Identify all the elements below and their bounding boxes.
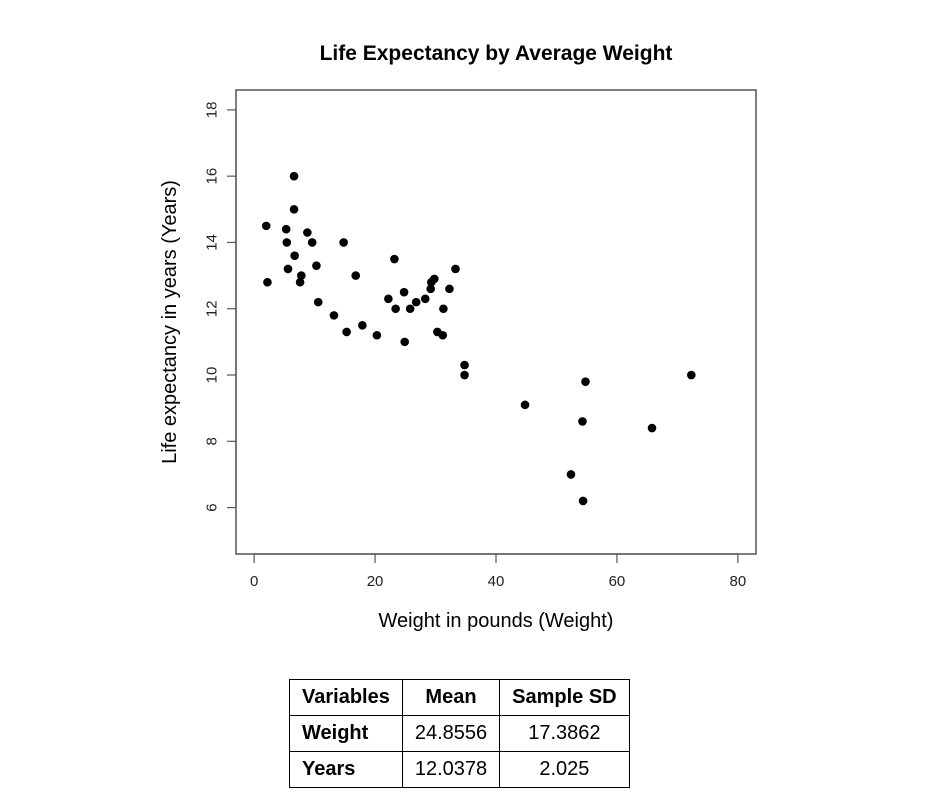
data-point (312, 261, 321, 270)
y-tick-label: 14 (204, 234, 221, 251)
data-point (289, 171, 299, 181)
table-row: Weight 24.8556 17.3862 (289, 715, 630, 752)
data-point (303, 228, 312, 237)
x-tick-label: 80 (730, 573, 747, 590)
table-row: Years 12.0378 2.025 (289, 751, 630, 788)
data-point (420, 294, 430, 304)
x-tick-label: 20 (367, 573, 384, 590)
data-point (358, 321, 367, 330)
data-point (289, 205, 299, 214)
header-sample-sd: Sample SD (499, 679, 630, 716)
data-point (581, 377, 590, 386)
x-axis: 0 20 40 60 80 (250, 553, 747, 590)
data-point (460, 360, 469, 370)
y-tick-label: 16 (204, 168, 221, 185)
mean-value: 12.0378 (401, 751, 501, 788)
data-point (411, 297, 421, 307)
data-point (405, 304, 415, 314)
data-point (313, 297, 323, 307)
y-tick-label: 6 (204, 503, 221, 511)
data-point (400, 337, 409, 347)
data-point (578, 496, 588, 506)
data-point (578, 417, 587, 426)
variable-name: Weight (289, 715, 403, 752)
data-point (384, 294, 393, 304)
data-point (430, 274, 439, 284)
scatter-chart: Life Expectancy by Average Weight 0 20 40 6… (159, 42, 757, 632)
data-point (399, 287, 409, 297)
y-tick-label: 12 (204, 300, 221, 317)
x-axis-label: Weight in pounds (Weight) (379, 610, 614, 632)
x-tick-label: 40 (488, 573, 505, 590)
y-tick-label: 18 (204, 102, 221, 119)
data-point (283, 264, 293, 274)
data-point (687, 370, 696, 380)
data-point (566, 470, 576, 479)
y-tick-label: 10 (204, 367, 221, 384)
plot-frame (235, 89, 757, 555)
data-point (281, 224, 291, 234)
summary-statistics-table: Variables Mean Sample SD Weight 24.8556 … (289, 679, 630, 788)
data-point (460, 370, 469, 380)
data-point (372, 330, 382, 340)
header-mean: Mean (401, 679, 501, 716)
data-point (297, 271, 306, 280)
sd-value: 17.3862 (499, 715, 630, 752)
data-point (282, 238, 292, 247)
y-axis: 6 8 10 12 14 16 18 (204, 102, 237, 512)
data-point (307, 238, 317, 247)
data-point (647, 423, 657, 433)
data-point (445, 284, 454, 294)
variable-name: Years (289, 751, 403, 788)
data-point (439, 304, 448, 314)
table-header-row: Variables Mean Sample SD (289, 679, 630, 716)
y-axis-label: Life expectancy in years (Years) (159, 180, 181, 464)
data-points (261, 171, 696, 506)
chart-title: Life Expectancy by Average Weight (320, 42, 673, 65)
header-variables: Variables (289, 679, 403, 716)
mean-value: 24.8556 (401, 715, 501, 752)
x-tick-label: 60 (609, 573, 626, 590)
data-point (451, 264, 460, 274)
x-tick-label: 0 (250, 573, 258, 590)
data-point (261, 221, 271, 231)
data-point (391, 304, 400, 314)
y-tick-label: 8 (204, 437, 221, 445)
data-point (520, 400, 530, 410)
sd-value: 2.025 (499, 751, 630, 788)
data-point (426, 284, 435, 294)
data-point (342, 327, 351, 337)
data-point (295, 277, 305, 287)
data-point (290, 251, 299, 261)
data-point (351, 271, 361, 280)
data-point (339, 238, 348, 247)
data-point (329, 311, 339, 320)
data-point (263, 277, 272, 287)
data-point (390, 254, 399, 264)
data-point (438, 330, 448, 340)
